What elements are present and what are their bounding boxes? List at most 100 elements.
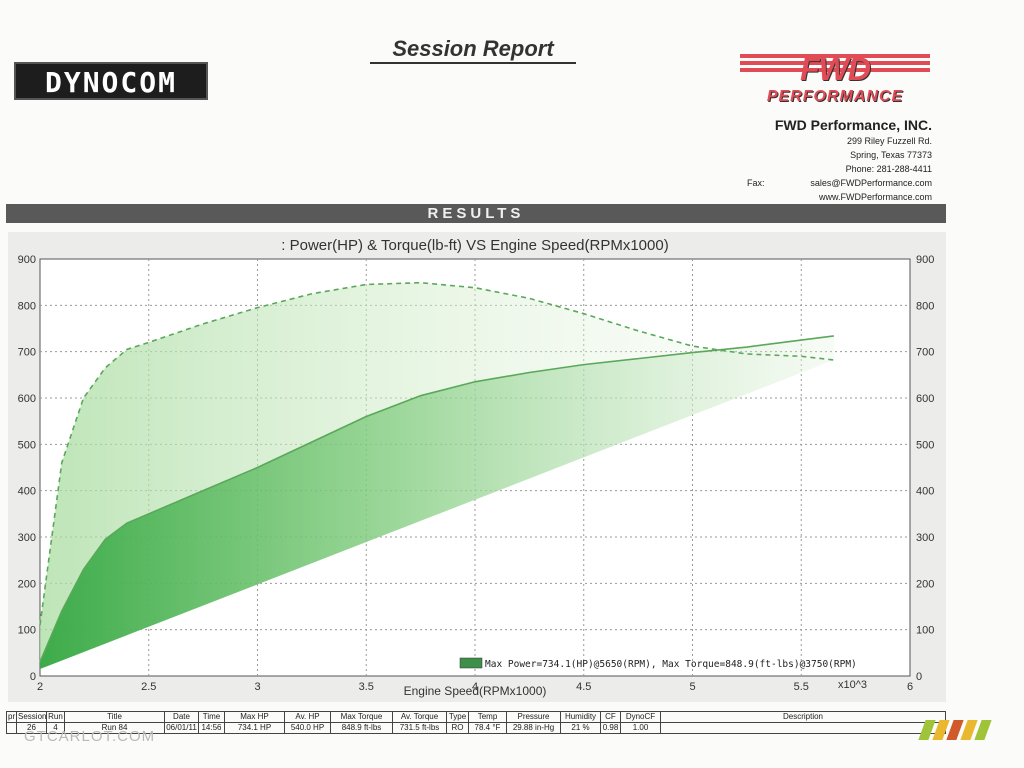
table-header-cell: pr — [6, 711, 17, 723]
y-tick-label-right: 400 — [916, 486, 934, 498]
table-cell — [660, 722, 946, 734]
logo-stripes — [740, 54, 930, 74]
table-header-cell: Run — [46, 711, 65, 723]
table-header-cell: CF — [600, 711, 621, 723]
table-cell: 26 — [16, 722, 47, 734]
y-tick-label: 300 — [18, 532, 36, 544]
y-tick-label: 600 — [18, 393, 36, 405]
y-tick-label: 100 — [18, 625, 36, 637]
table-header-cell: Time — [198, 711, 225, 723]
table-header-cell: Temp — [468, 711, 507, 723]
table-cell: 731.5 ft-lbs — [392, 722, 447, 734]
company-name: FWD Performance, INC. — [774, 117, 932, 133]
y-axis-left-ticks: 0 100 200 300 400 500 600 700 800 900 — [18, 254, 36, 683]
session-summary: pr Session Run Title Date Time Max HP Av. HP Max… — [6, 711, 946, 734]
y-axis-right-ticks: 0 100 200 300 400 500 600 700 800 900 — [916, 254, 934, 683]
y-tick-label: 700 — [18, 347, 36, 359]
legend-swatch — [459, 657, 483, 669]
x-tick-label: 4.5 — [576, 681, 591, 693]
table-header-cell: Session — [16, 711, 47, 723]
x-tick-label: 5 — [689, 681, 695, 693]
table-header-cell: Max Torque — [330, 711, 393, 723]
company-city: Spring, Texas 77373 — [850, 150, 932, 160]
chart-svg: 0 100 200 300 400 500 600 700 800 900 0 100 200 300 4… — [18, 237, 935, 698]
x-tick-label: 4 — [472, 681, 478, 693]
table-header-cell: Humidity — [560, 711, 601, 723]
table-cell: 29.88 in-Hg — [506, 722, 561, 734]
company-phone: Phone: 281-288-4411 — [845, 164, 932, 174]
table-cell: 21 % — [560, 722, 601, 734]
table-cell — [6, 722, 17, 734]
y-tick-label: 800 — [18, 300, 36, 312]
x-tick-label: 3.5 — [359, 681, 374, 693]
x-axis-multiplier: x10^3 — [838, 679, 867, 691]
y-tick-label: 900 — [18, 254, 36, 266]
power-area-fill — [40, 335, 834, 670]
y-tick-label-right: 700 — [916, 347, 934, 359]
y-tick-label-right: 800 — [916, 300, 934, 312]
fwd-performance-logo: FWD PERFORMANCE — [740, 50, 930, 108]
table-cell: 734.1 HP — [224, 722, 285, 734]
curve-fills — [40, 282, 834, 670]
summary-table: pr Session Run Title Date Time Max HP Av. HP Max… — [6, 711, 946, 734]
x-axis-ticks: 2 2.5 3 3.5 4 4.5 5 5.5 6 — [37, 681, 913, 693]
table-cell: 540.0 HP — [284, 722, 331, 734]
table-header-cell: Av. Torque — [392, 711, 447, 723]
x-tick-label: 5.5 — [794, 681, 809, 693]
table-cell: 0.98 — [600, 722, 621, 734]
x-tick-label: 3 — [254, 681, 260, 693]
table-cell: Run 84 — [64, 722, 165, 734]
y-tick-label-right: 500 — [916, 439, 934, 451]
dyno-chart: 0 100 200 300 400 500 600 700 800 900 0 100 200 300 4… — [8, 232, 946, 702]
table-cell: RO — [446, 722, 469, 734]
y-tick-label-right: 600 — [916, 393, 934, 405]
watermark-logo-stripes — [918, 720, 996, 740]
table-header-cell: Title — [64, 711, 165, 723]
x-tick-label: 2.5 — [141, 681, 156, 693]
power-curve-line — [39, 335, 834, 663]
performance-logo-text: PERFORMANCE — [766, 88, 904, 105]
y-tick-label: 0 — [30, 671, 36, 683]
y-tick-label: 400 — [18, 486, 36, 498]
report-title: Session Report — [370, 36, 576, 64]
company-address: 299 Riley Fuzzell Rd. — [846, 136, 932, 146]
y-tick-label-right: 100 — [916, 625, 934, 637]
table-cell: 78.4 °F — [468, 722, 507, 734]
table-header-cell: DynoCF — [620, 711, 661, 723]
watermark-stripe — [974, 720, 992, 740]
y-tick-label-right: 0 — [916, 671, 922, 683]
chart-legend: Max Power=734.1(HP)@5650(RPM), Max Torqu… — [459, 657, 857, 670]
company-email: sales@FWDPerformance.com — [810, 178, 932, 188]
table-cell: 06/01/11 — [164, 722, 199, 734]
company-info: FWD Performance, INC. 299 Riley Fuzzell … — [775, 116, 932, 204]
y-tick-label: 500 — [18, 439, 36, 451]
chart-title: : Power(HP) & Torque(lb-ft) VS Engine Sp… — [281, 237, 668, 254]
table-header-row: pr Session Run Title Date Time Max HP Av. HP Max… — [6, 711, 946, 723]
table-cell: 848.9 ft-lbs — [330, 722, 393, 734]
table-cell: 1.00 — [620, 722, 661, 734]
y-tick-label-right: 900 — [916, 254, 934, 266]
results-header: RESULTS — [6, 204, 946, 223]
table-header-cell: Max HP — [224, 711, 285, 723]
x-tick-label: 2 — [37, 681, 43, 693]
table-cell: 14:56 — [198, 722, 225, 734]
table-row: 26 4 Run 84 06/01/11 14:56 734.1 HP 540.0 HP 84… — [6, 722, 946, 734]
legend-text: Max Power=734.1(HP)@5650(RPM), Max Torqu… — [485, 659, 857, 670]
fax-label: Fax: — [747, 178, 765, 188]
table-header-cell: Date — [164, 711, 199, 723]
x-tick-label: 6 — [907, 681, 913, 693]
dynocom-logo: DYNOCOM — [14, 62, 208, 100]
fwd-logo-text: FWD — [800, 51, 871, 87]
table-header-cell: Pressure — [506, 711, 561, 723]
curve-lines — [39, 281, 834, 663]
watermark-text: GTCARLOT.COM — [24, 728, 156, 745]
y-tick-label: 200 — [18, 578, 36, 590]
table-header-cell: Type — [446, 711, 469, 723]
y-tick-label-right: 300 — [916, 532, 934, 544]
y-tick-label-right: 200 — [916, 578, 934, 590]
x-axis-label: Engine Speed(RPMx1000) — [404, 684, 547, 698]
table-header-cell: Av. HP — [284, 711, 331, 723]
table-header-cell: Description — [660, 711, 946, 723]
company-website: www.FWDPerformance.com — [818, 192, 932, 202]
